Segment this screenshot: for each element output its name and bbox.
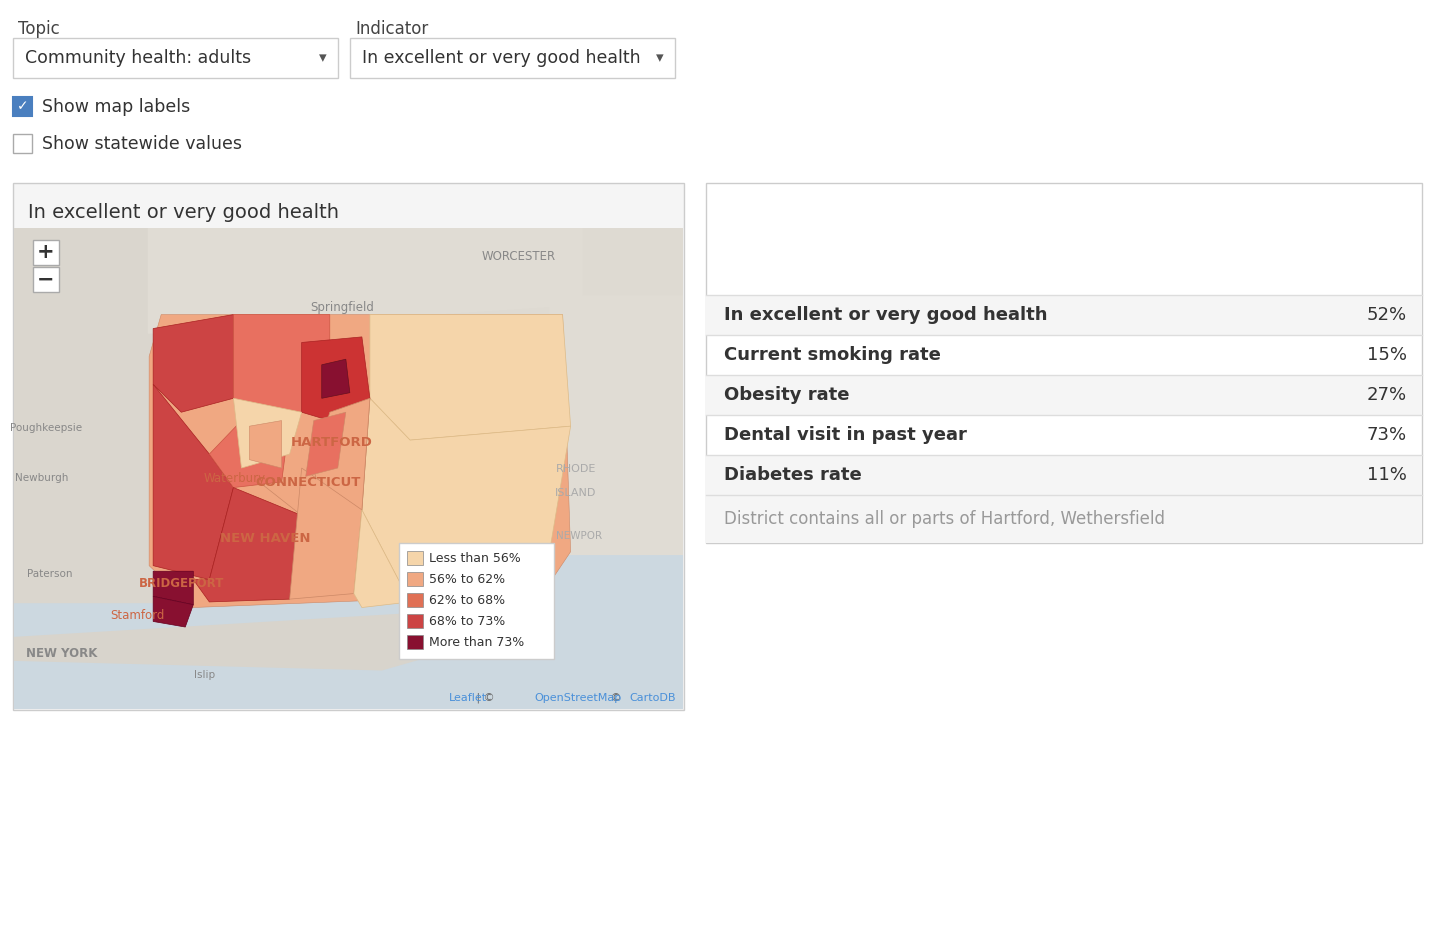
- Text: WORCESTER: WORCESTER: [482, 251, 557, 264]
- Polygon shape: [194, 487, 301, 602]
- Text: Stamford: Stamford: [110, 609, 165, 622]
- Text: 52%: 52%: [1368, 306, 1406, 324]
- Text: Show statewide values: Show statewide values: [42, 135, 243, 153]
- Text: In excellent or very good health: In excellent or very good health: [725, 306, 1048, 324]
- Text: 11%: 11%: [1368, 466, 1406, 484]
- FancyBboxPatch shape: [13, 134, 32, 153]
- Text: District contains all or parts of Hartford, Wethersfield: District contains all or parts of Hartfo…: [725, 510, 1165, 528]
- Bar: [406, 572, 423, 586]
- Text: Community health: adults: Community health: adults: [24, 49, 251, 67]
- Text: Paterson: Paterson: [27, 569, 73, 579]
- Polygon shape: [234, 399, 301, 468]
- FancyBboxPatch shape: [399, 543, 554, 659]
- Bar: [706, 295, 1422, 335]
- Polygon shape: [154, 314, 234, 413]
- Text: HARTFORD: HARTFORD: [291, 436, 373, 449]
- Polygon shape: [370, 314, 571, 440]
- Text: Obesity rate: Obesity rate: [725, 386, 850, 404]
- Text: Topic: Topic: [19, 20, 60, 38]
- Text: Newburgh: Newburgh: [16, 473, 69, 483]
- Text: Less than 56%: Less than 56%: [429, 551, 521, 564]
- Polygon shape: [14, 612, 449, 671]
- Text: Islip: Islip: [194, 671, 215, 680]
- Polygon shape: [154, 572, 194, 605]
- Polygon shape: [148, 228, 583, 334]
- Bar: [406, 614, 423, 628]
- Text: Indicator: Indicator: [354, 20, 428, 38]
- Text: Current smoking rate: Current smoking rate: [725, 346, 941, 364]
- Text: 68% to 73%: 68% to 73%: [429, 614, 505, 627]
- Bar: [406, 551, 423, 565]
- Text: RHODE: RHODE: [555, 463, 596, 474]
- Text: OpenStreetMap: OpenStreetMap: [535, 693, 621, 703]
- Text: 56% to 62%: 56% to 62%: [429, 573, 505, 586]
- Text: In excellent or very good health: In excellent or very good health: [362, 49, 640, 67]
- Text: +: +: [37, 242, 55, 263]
- Text: ©: ©: [607, 693, 626, 703]
- Polygon shape: [301, 337, 370, 421]
- Polygon shape: [402, 594, 542, 610]
- Polygon shape: [154, 384, 234, 580]
- Text: Poughkeepsie: Poughkeepsie: [10, 423, 82, 433]
- Polygon shape: [234, 314, 330, 421]
- Polygon shape: [14, 228, 181, 603]
- Text: −: −: [37, 269, 55, 290]
- Bar: [706, 455, 1422, 495]
- Text: Springfield: Springfield: [310, 301, 373, 314]
- Polygon shape: [290, 468, 362, 599]
- Bar: [406, 635, 423, 649]
- Text: Dental visit in past year: Dental visit in past year: [725, 426, 967, 444]
- Text: NEWPOR: NEWPOR: [557, 531, 603, 541]
- Text: ▾: ▾: [656, 51, 664, 66]
- Text: Sponsored bills, 2017: Sponsored bills, 2017: [725, 268, 913, 286]
- Text: CONNECTICUT: CONNECTICUT: [255, 476, 362, 489]
- Text: ▾: ▾: [319, 51, 327, 66]
- Text: NEW HAVEN: NEW HAVEN: [220, 532, 310, 545]
- Text: BRIDGEPORT: BRIDGEPORT: [139, 577, 224, 590]
- Text: Sen. John W. Fonfara (D): Sen. John W. Fonfara (D): [725, 248, 936, 266]
- Bar: [406, 593, 423, 607]
- Text: Leaflet: Leaflet: [449, 693, 486, 703]
- Text: Show map labels: Show map labels: [42, 98, 191, 116]
- Polygon shape: [314, 399, 370, 510]
- Text: Diabetes rate: Diabetes rate: [725, 466, 862, 484]
- Polygon shape: [495, 516, 683, 612]
- Text: | ©: | ©: [474, 693, 498, 703]
- Text: ISLAND: ISLAND: [555, 487, 597, 498]
- Text: 27%: 27%: [1368, 386, 1406, 404]
- Polygon shape: [250, 421, 281, 468]
- Text: NEW YORK: NEW YORK: [26, 648, 98, 660]
- Text: More than 73%: More than 73%: [429, 635, 524, 648]
- Bar: [14, 574, 683, 709]
- Text: 15%: 15%: [1368, 346, 1406, 364]
- Bar: [706, 375, 1422, 415]
- Text: State Senate District 1 - Community health:: State Senate District 1 - Community heal…: [725, 199, 1223, 218]
- Polygon shape: [154, 597, 194, 627]
- Text: 73%: 73%: [1368, 426, 1406, 444]
- Text: ✓: ✓: [17, 100, 29, 114]
- FancyBboxPatch shape: [13, 38, 339, 78]
- FancyBboxPatch shape: [33, 240, 59, 265]
- FancyBboxPatch shape: [13, 97, 32, 116]
- Polygon shape: [241, 399, 370, 515]
- Polygon shape: [362, 399, 571, 602]
- Polygon shape: [550, 295, 683, 555]
- Text: 62% to 68%: 62% to 68%: [429, 594, 505, 607]
- Text: CartoDB: CartoDB: [630, 693, 676, 703]
- Polygon shape: [210, 421, 290, 487]
- FancyBboxPatch shape: [706, 183, 1422, 543]
- FancyBboxPatch shape: [33, 267, 59, 292]
- Bar: [14, 228, 683, 709]
- Polygon shape: [321, 359, 350, 399]
- Polygon shape: [306, 413, 346, 476]
- Text: In excellent or very good health: In excellent or very good health: [29, 203, 339, 222]
- FancyBboxPatch shape: [350, 38, 674, 78]
- Bar: [706, 495, 1422, 543]
- Polygon shape: [149, 314, 571, 608]
- Polygon shape: [354, 510, 410, 608]
- FancyBboxPatch shape: [13, 183, 684, 710]
- Text: adults: adults: [725, 223, 795, 242]
- Text: Waterbury: Waterbury: [204, 472, 265, 485]
